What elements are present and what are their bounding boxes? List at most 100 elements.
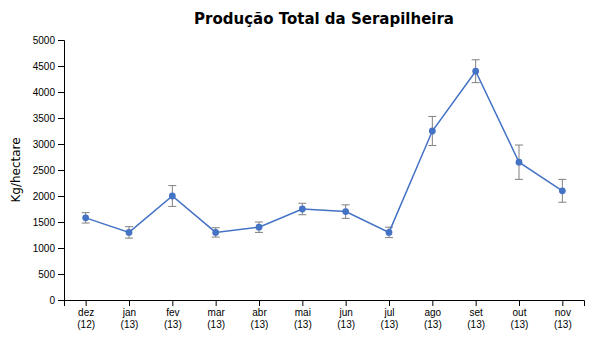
x-tick: ago(13) xyxy=(424,300,442,330)
tick-mark xyxy=(58,170,64,171)
error-bar-cap xyxy=(342,204,350,205)
tick-mark xyxy=(302,300,303,306)
tick-label: ago(13) xyxy=(424,307,442,330)
tick-label-line: (13) xyxy=(424,319,442,330)
tick-mark xyxy=(58,66,64,67)
tick-label: jun(13) xyxy=(337,307,355,330)
tick-label: 1500 xyxy=(33,217,56,228)
error-bar-cap xyxy=(255,222,263,223)
tick-label-line: (13) xyxy=(511,319,529,330)
tick-label: 0 xyxy=(49,295,55,306)
error-bar xyxy=(558,179,566,202)
tick-label: 2000 xyxy=(33,191,56,202)
tick-label-line: jun xyxy=(338,307,352,318)
error-bar-cap xyxy=(212,237,220,238)
error-bar-cap xyxy=(515,145,523,146)
tick-label: 3500 xyxy=(33,113,56,124)
tick-label-line: abr xyxy=(252,307,267,318)
x-tick: fev(13) xyxy=(164,300,182,330)
error-bar-cap xyxy=(342,218,350,219)
tick-mark xyxy=(58,40,64,41)
error-bar-cap xyxy=(385,237,393,238)
series xyxy=(82,60,567,238)
tick-label-line: fev xyxy=(166,307,179,318)
tick-label-line: dez xyxy=(78,307,94,318)
line xyxy=(86,71,563,232)
tick-label-line: (13) xyxy=(251,319,269,330)
error-bar-cap xyxy=(298,214,306,215)
tick-mark xyxy=(58,248,64,249)
point xyxy=(386,229,393,236)
y-tick: 3500 xyxy=(33,113,64,124)
x-tick: mai(13) xyxy=(294,300,312,330)
error-bar-cap xyxy=(125,226,133,227)
tick-label-line: (13) xyxy=(294,319,312,330)
y-tick: 500 xyxy=(38,269,64,280)
error-bar xyxy=(298,203,306,214)
error-bar-cap xyxy=(82,212,90,213)
tick-label: out(13) xyxy=(511,307,529,330)
tick-label-line: (13) xyxy=(554,319,572,330)
point xyxy=(516,159,523,166)
tick-label-line: out xyxy=(513,307,527,318)
tick-label: jan(13) xyxy=(121,307,139,330)
tick-label: 3000 xyxy=(33,139,56,150)
x-tick: dez(12) xyxy=(77,300,95,330)
tick-label: 1000 xyxy=(33,243,56,254)
tick-mark xyxy=(519,300,520,306)
y-tick: 1000 xyxy=(33,243,64,254)
tick-label: 5000 xyxy=(33,35,56,46)
y-tick: 1500 xyxy=(33,217,64,228)
error-bar-cap xyxy=(125,238,133,239)
x-tick: jul(13) xyxy=(381,300,399,330)
error-bar-cap xyxy=(428,145,436,146)
tick-label: 4000 xyxy=(33,87,56,98)
error-bar xyxy=(385,227,393,237)
tick-mark xyxy=(58,144,64,145)
error-bar-cap xyxy=(428,116,436,117)
y-tick: 4500 xyxy=(33,61,64,72)
x-axis: dez(12)jan(13)fev(13)mar(13)abr(13)mai(1… xyxy=(65,300,585,330)
error-bar-cap xyxy=(255,232,263,233)
tick-label-line: (13) xyxy=(467,319,485,330)
tick-mark xyxy=(86,300,87,306)
tick-label: nov(13) xyxy=(554,307,572,330)
tick-label-line: jul xyxy=(383,307,394,318)
x-tick: jan(13) xyxy=(121,300,139,330)
error-bar-cap xyxy=(558,179,566,180)
tick-mark xyxy=(389,300,390,306)
tick-mark xyxy=(562,300,563,306)
tick-label-line: mar xyxy=(208,307,226,318)
error-bar xyxy=(82,213,90,223)
tick-label-line: (13) xyxy=(207,319,225,330)
tick-label-line: (13) xyxy=(164,319,182,330)
error-bar-cap xyxy=(472,59,480,60)
chart: 0500100015002000250030003500400045005000… xyxy=(0,0,602,348)
tick-mark xyxy=(476,300,477,306)
point xyxy=(126,229,133,236)
error-bar-cap xyxy=(168,206,176,207)
tick-label-line: nov xyxy=(555,307,571,318)
error-bar-cap xyxy=(168,185,176,186)
tick-label: dez(12) xyxy=(77,307,95,330)
tick-label: mar(13) xyxy=(207,307,225,330)
y-tick: 5000 xyxy=(33,35,64,46)
tick-mark xyxy=(129,300,130,306)
point xyxy=(169,193,176,200)
tick-label-line: (13) xyxy=(381,319,399,330)
x-tick: jun(13) xyxy=(337,300,355,330)
tick-label: 4500 xyxy=(33,61,56,72)
tick-mark xyxy=(216,300,217,306)
plot: 0500100015002000250030003500400045005000… xyxy=(33,35,585,330)
tick-label-line: ago xyxy=(424,307,441,318)
y-tick: 3000 xyxy=(33,139,64,150)
y-tick: 2000 xyxy=(33,191,64,202)
error-bar-cap xyxy=(82,223,90,224)
error-bar-cap xyxy=(515,179,523,180)
markers xyxy=(82,68,565,236)
point xyxy=(256,224,263,231)
error-bar xyxy=(168,186,176,207)
tick-mark xyxy=(58,118,64,119)
tick-mark xyxy=(58,300,64,301)
tick-mark xyxy=(346,300,347,306)
